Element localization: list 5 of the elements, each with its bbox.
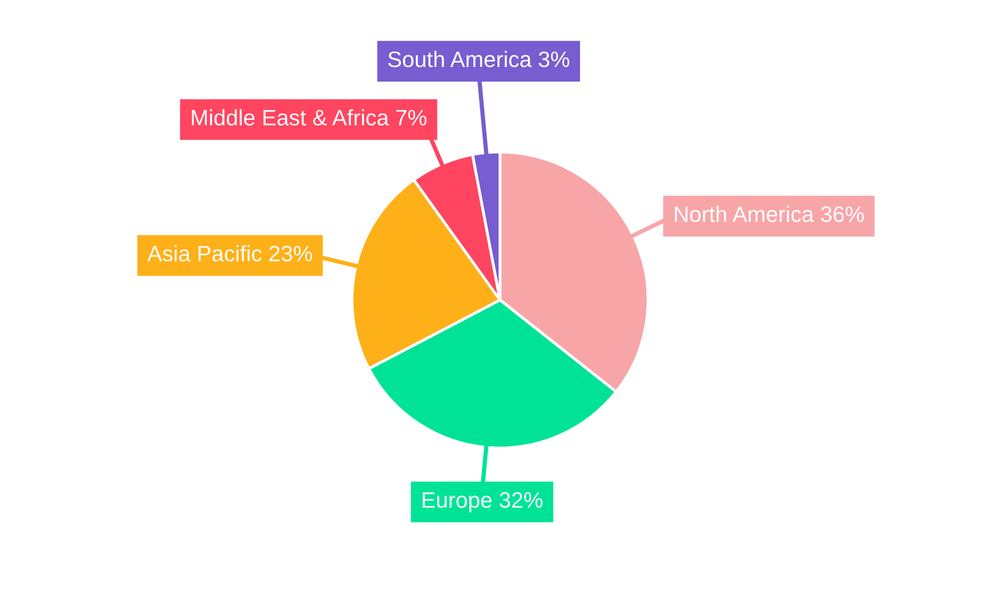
slice-label: South America 3% [388,50,570,68]
slice-label: North America 36% [674,206,864,222]
slice-label: Middle East & Africa 7% [192,109,426,126]
slice-label: Asia Pacific 23% [147,245,312,262]
slice-label: Europe 32% [422,492,542,512]
